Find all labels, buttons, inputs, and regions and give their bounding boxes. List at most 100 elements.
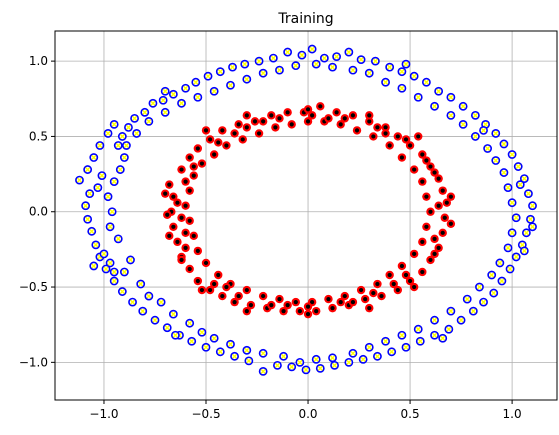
- inner-point: [377, 291, 386, 301]
- inner-point: [446, 192, 456, 201]
- outer-point: [191, 77, 201, 87]
- outer-point: [507, 228, 517, 238]
- outer-point: [315, 363, 325, 373]
- inner-point: [434, 174, 443, 183]
- outer-point: [228, 62, 237, 72]
- outer-point: [109, 177, 119, 187]
- outer-point: [148, 98, 158, 108]
- outer-point: [107, 207, 117, 217]
- outer-point: [93, 183, 103, 193]
- inner-point: [348, 111, 358, 120]
- inner-point: [397, 261, 407, 271]
- outer-point: [226, 339, 235, 349]
- inner-point: [230, 297, 239, 307]
- inner-point: [287, 120, 296, 129]
- outer-point: [258, 366, 268, 376]
- inner-point: [426, 255, 435, 265]
- outer-point: [150, 315, 160, 325]
- y-axis-ticks: −1.0 −0.5 0.0 0.5 1.0: [19, 54, 55, 369]
- inner-point: [324, 294, 333, 304]
- outer-point: [507, 150, 517, 159]
- outer-point: [87, 226, 97, 236]
- inner-point: [422, 222, 431, 231]
- outer-point: [215, 67, 225, 77]
- outer-point: [95, 141, 105, 150]
- inner-point: [405, 276, 415, 286]
- outer-point: [483, 144, 493, 153]
- outer-point: [103, 192, 113, 202]
- inner-point: [230, 129, 239, 138]
- outer-point: [242, 345, 252, 355]
- outer-point: [430, 330, 439, 340]
- outer-point: [458, 119, 468, 129]
- outer-point: [193, 92, 203, 102]
- outer-point: [495, 258, 505, 268]
- outer-point: [430, 315, 439, 325]
- outer-point: [109, 276, 119, 286]
- outer-point: [144, 291, 154, 301]
- outer-point: [197, 327, 207, 337]
- outer-point: [358, 354, 368, 364]
- inner-point: [173, 198, 182, 207]
- y-tick-label: 1.0: [29, 54, 48, 68]
- inner-point: [283, 108, 292, 117]
- inner-point: [189, 171, 198, 180]
- outer-point: [283, 47, 293, 57]
- outer-point: [344, 47, 354, 57]
- inner-point: [209, 279, 219, 289]
- outer-point: [446, 92, 456, 102]
- inner-point: [218, 126, 227, 135]
- inner-point: [185, 153, 194, 162]
- outer-point: [109, 119, 119, 129]
- plot-area: −1.0 −0.5 0.0 0.5 1.0 −1.0 −0.5 0.0 0.5 1.0: [19, 30, 558, 421]
- outer-point: [507, 198, 517, 208]
- outer-point: [99, 249, 109, 259]
- inner-point: [434, 243, 443, 253]
- outer-point: [119, 153, 129, 162]
- inner-point: [271, 123, 280, 132]
- outer-point: [258, 348, 268, 358]
- outer-point: [470, 132, 480, 141]
- inner-point: [328, 303, 337, 313]
- outer-point: [381, 77, 390, 87]
- outer-point: [446, 306, 456, 316]
- outer-point: [138, 306, 148, 316]
- outer-point: [126, 255, 135, 265]
- outer-point: [434, 86, 444, 96]
- outer-point: [430, 101, 439, 111]
- outer-point: [273, 360, 282, 370]
- outer-point: [421, 77, 431, 87]
- outer-point: [475, 282, 484, 292]
- inner-point: [401, 270, 411, 280]
- inner-point: [205, 135, 215, 144]
- inner-point: [381, 123, 390, 132]
- inner-point: [242, 306, 252, 316]
- outer-point: [503, 243, 513, 253]
- outer-point: [144, 116, 154, 126]
- inner-point: [165, 180, 174, 189]
- outer-point: [230, 351, 239, 361]
- inner-point: [369, 132, 378, 141]
- inner-point: [303, 105, 313, 114]
- inner-point: [336, 297, 345, 307]
- inner-point: [279, 306, 288, 316]
- outer-point: [240, 59, 250, 69]
- inner-point: [169, 222, 178, 231]
- outer-point: [105, 222, 115, 232]
- outer-point: [364, 342, 374, 352]
- outer-point: [373, 351, 382, 361]
- inner-point: [312, 306, 321, 316]
- outer-point: [499, 139, 509, 149]
- inner-point: [189, 162, 198, 171]
- outer-point: [203, 71, 213, 81]
- outer-point: [446, 110, 456, 120]
- outer-point: [468, 306, 478, 316]
- outer-point: [497, 276, 507, 286]
- outer-point: [491, 156, 501, 165]
- inner-point: [303, 302, 313, 311]
- outer-point: [524, 189, 533, 199]
- outer-point: [201, 342, 211, 352]
- inner-point: [422, 156, 431, 165]
- outer-point: [117, 132, 127, 141]
